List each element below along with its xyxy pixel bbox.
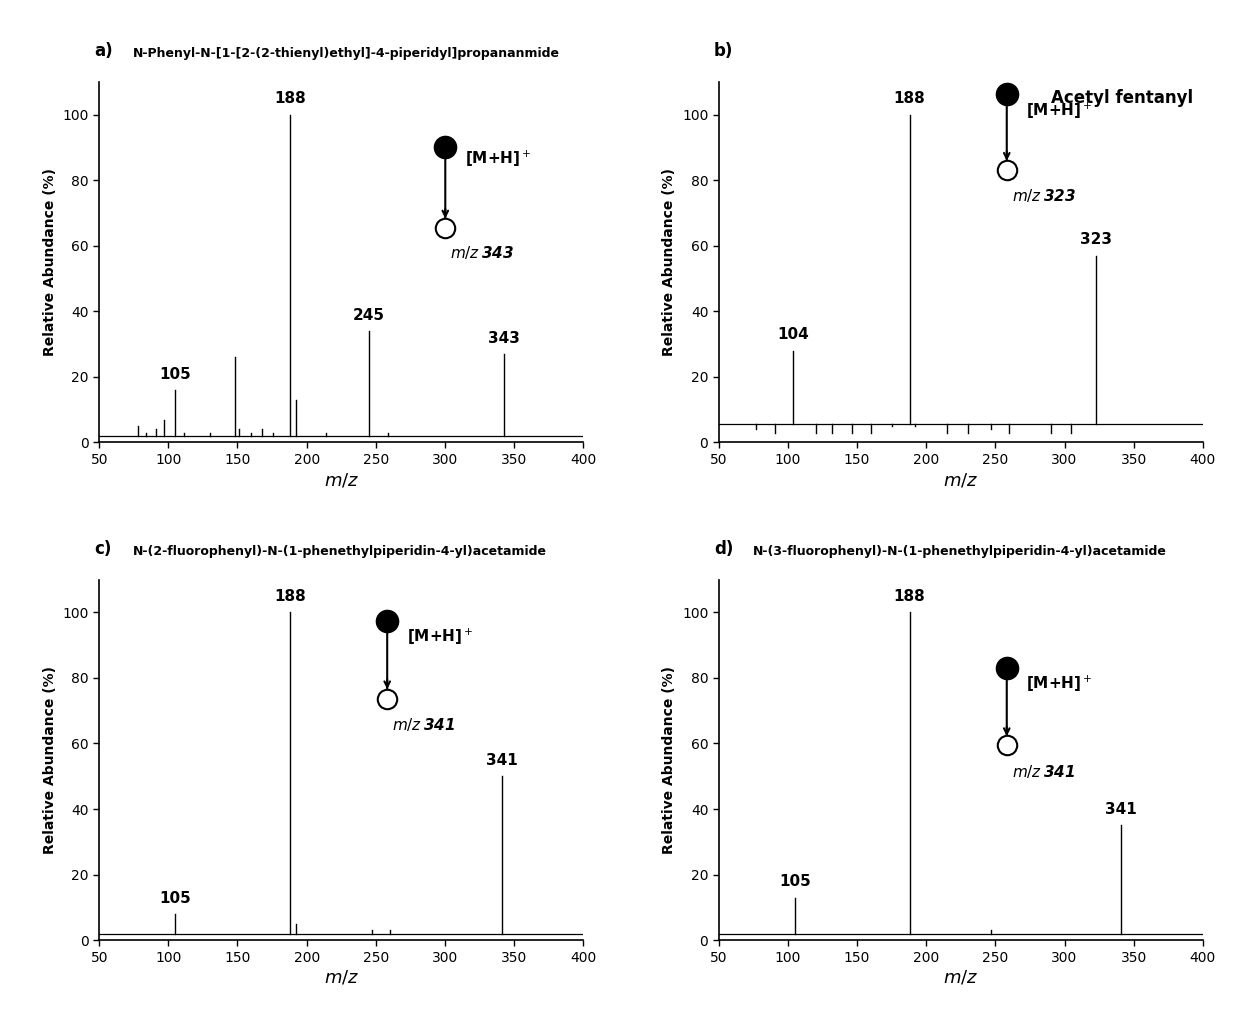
X-axis label: $m/z$: $m/z$ [944, 471, 978, 490]
Text: b): b) [714, 42, 733, 60]
Text: N-(3-fluorophenyl)-N-(1-phenethylpiperidin-4-yl)acetamide: N-(3-fluorophenyl)-N-(1-phenethylpiperid… [753, 545, 1167, 558]
Text: 343: 343 [489, 331, 521, 345]
Text: 323: 323 [1080, 232, 1112, 247]
Y-axis label: Relative Abundance (%): Relative Abundance (%) [662, 168, 676, 356]
Text: $m/z$ 323: $m/z$ 323 [1012, 187, 1075, 204]
Text: $m/z$ 343: $m/z$ 343 [450, 244, 515, 261]
Text: $m/z$ 341: $m/z$ 341 [392, 715, 455, 733]
Text: [M+H]$^+$: [M+H]$^+$ [1027, 100, 1092, 121]
Text: a): a) [94, 42, 113, 60]
Y-axis label: Relative Abundance (%): Relative Abundance (%) [662, 666, 676, 854]
Text: 188: 188 [894, 589, 925, 604]
Y-axis label: Relative Abundance (%): Relative Abundance (%) [43, 666, 57, 854]
Text: 105: 105 [160, 891, 191, 905]
Text: 188: 188 [274, 589, 306, 604]
Text: Acetyl fentanyl: Acetyl fentanyl [1052, 89, 1193, 107]
Text: 188: 188 [894, 91, 925, 106]
Text: 105: 105 [160, 367, 191, 382]
Text: [M+H]$^+$: [M+H]$^+$ [407, 628, 474, 647]
Y-axis label: Relative Abundance (%): Relative Abundance (%) [43, 168, 57, 356]
Text: N-Phenyl-N-[1-[2-(2-thienyl)ethyl]-4-piperidyl]propananmide: N-Phenyl-N-[1-[2-(2-thienyl)ethyl]-4-pip… [133, 47, 560, 60]
Text: 188: 188 [274, 91, 306, 106]
Text: c): c) [94, 540, 112, 558]
Text: 341: 341 [486, 753, 517, 769]
Text: N-(2-fluorophenyl)-N-(1-phenethylpiperidin-4-yl)acetamide: N-(2-fluorophenyl)-N-(1-phenethylpiperid… [133, 545, 547, 558]
Text: [M+H]$^+$: [M+H]$^+$ [1027, 673, 1092, 694]
Text: 104: 104 [777, 327, 810, 342]
Text: $m/z$ 341: $m/z$ 341 [1012, 762, 1075, 780]
Text: 341: 341 [1105, 802, 1137, 818]
X-axis label: $m/z$: $m/z$ [944, 969, 978, 987]
Text: d): d) [714, 540, 733, 558]
X-axis label: $m/z$: $m/z$ [324, 471, 358, 490]
Text: 105: 105 [779, 875, 811, 889]
X-axis label: $m/z$: $m/z$ [324, 969, 358, 987]
Text: [M+H]$^+$: [M+H]$^+$ [465, 149, 531, 170]
Text: 245: 245 [353, 308, 384, 323]
